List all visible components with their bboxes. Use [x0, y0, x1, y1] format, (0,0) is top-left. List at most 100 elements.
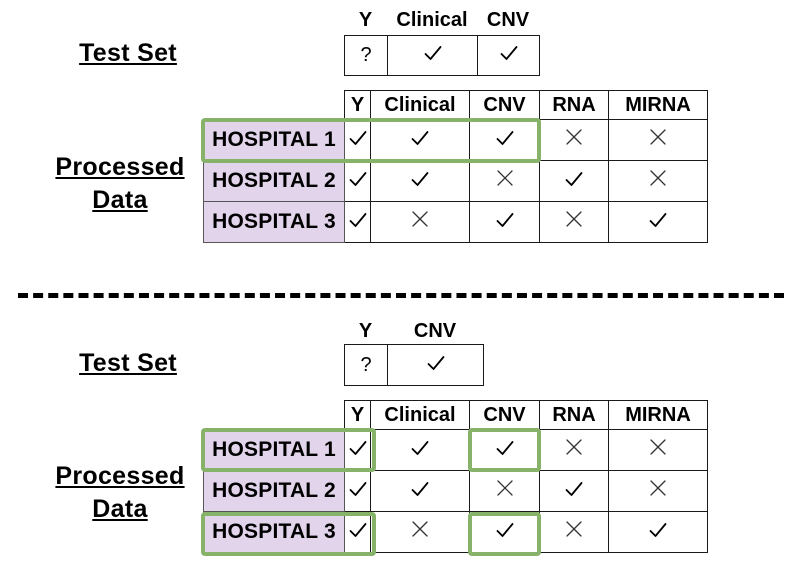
- test-set-header-y-top: Y: [358, 9, 373, 31]
- cell: [370, 201, 470, 243]
- table-row: HOSPITAL 1: [203, 119, 708, 161]
- highlight-hospital-3-cnv-bottom: [468, 512, 541, 556]
- test-set-cell: ?: [344, 35, 388, 76]
- check-icon: [424, 45, 442, 61]
- check-icon: [349, 522, 367, 538]
- blank-corner: [203, 400, 345, 430]
- col-header-clinical: Clinical: [370, 400, 470, 430]
- cell: [608, 470, 708, 512]
- test-set-header-cnv-top: CNV: [486, 9, 530, 31]
- col-header-clinical: Clinical: [370, 90, 470, 120]
- cross-icon: [496, 169, 514, 187]
- test-set-header-y-bottom: Y: [358, 320, 373, 342]
- table-row: HOSPITAL 3: [203, 511, 708, 553]
- cross-icon: [565, 128, 583, 146]
- col-header-mirna: MIRNA: [608, 90, 708, 120]
- col-header-cnv: CNV: [469, 400, 540, 430]
- cell: [370, 511, 470, 553]
- table-row: HOSPITAL 3: [203, 201, 708, 243]
- hospital-2-label: HOSPITAL 2: [203, 470, 345, 512]
- col-header-rna: RNA: [539, 90, 609, 120]
- hospital-3-label: HOSPITAL 3: [203, 511, 345, 553]
- cell: [539, 119, 609, 161]
- cross-icon: [649, 438, 667, 456]
- cell: [608, 160, 708, 202]
- highlight-hospital-1-y-bottom: [201, 428, 376, 472]
- cross-icon: [649, 169, 667, 187]
- check-icon: [427, 355, 445, 371]
- cell: [469, 201, 540, 243]
- col-header-cnv: CNV: [469, 90, 540, 120]
- cell: [608, 429, 708, 471]
- cell: [539, 201, 609, 243]
- cell: [539, 511, 609, 553]
- check-icon: [565, 481, 583, 497]
- check-icon: [349, 171, 367, 187]
- test-set-label-bottom: Test Set: [79, 349, 177, 377]
- cross-icon: [411, 210, 429, 228]
- col-header-y: Y: [344, 400, 371, 430]
- cell: [608, 201, 708, 243]
- check-icon: [411, 440, 429, 456]
- check-icon: [349, 212, 367, 228]
- hospital-1-label: HOSPITAL 1: [203, 119, 345, 161]
- cell: [370, 429, 470, 471]
- check-icon: [349, 481, 367, 497]
- check-icon: [349, 440, 367, 456]
- test-set-label-top: Test Set: [79, 39, 177, 67]
- test-set-table-bottom: ?: [344, 344, 484, 386]
- check-icon: [496, 440, 514, 456]
- cell: [370, 160, 470, 202]
- check-icon: [496, 130, 514, 146]
- check-icon: [496, 522, 514, 538]
- highlight-hospital-1-match-top: [201, 118, 541, 163]
- cell: [344, 160, 371, 202]
- check-icon: [496, 212, 514, 228]
- col-header-mirna: MIRNA: [608, 400, 708, 430]
- test-set-header-cnv-bottom: CNV: [413, 320, 457, 342]
- cross-icon: [649, 128, 667, 146]
- cell: [469, 160, 540, 202]
- check-icon: [649, 522, 667, 538]
- cell: [469, 470, 540, 512]
- cell: [344, 511, 371, 553]
- cross-icon: [411, 520, 429, 538]
- cell: [344, 470, 371, 512]
- test-set-cell: [477, 35, 540, 76]
- cell: [370, 119, 470, 161]
- cell: [539, 160, 609, 202]
- cell: [469, 511, 540, 553]
- processed-data-label-top: Processed Data: [55, 153, 185, 214]
- cross-icon: [565, 210, 583, 228]
- test-set-header-clinical-top: Clinical: [396, 9, 468, 31]
- cell: [370, 470, 470, 512]
- blank-corner: [203, 90, 345, 120]
- check-icon: [565, 171, 583, 187]
- test-set-cell: [387, 344, 484, 386]
- cell: [344, 119, 371, 161]
- cross-icon: [496, 479, 514, 497]
- processed-data-table-bottom: Y Clinical CNV RNA MIRNA HOSPITAL 1 HOSP…: [203, 400, 708, 553]
- highlight-hospital-3-y-bottom: [201, 512, 376, 556]
- test-set-cell: [387, 35, 478, 76]
- highlight-hospital-1-cnv-bottom: [468, 428, 541, 472]
- table-row: HOSPITAL 2: [203, 160, 708, 202]
- cell: [539, 429, 609, 471]
- check-icon: [411, 481, 429, 497]
- cell: [608, 511, 708, 553]
- check-icon: [349, 130, 367, 146]
- cell: [344, 429, 371, 471]
- cell: [539, 470, 609, 512]
- test-set-table-top: ?: [344, 35, 540, 76]
- check-icon: [411, 130, 429, 146]
- table-row: HOSPITAL 2: [203, 470, 708, 512]
- cross-icon: [649, 479, 667, 497]
- cross-icon: [565, 438, 583, 456]
- cross-icon: [565, 520, 583, 538]
- processed-data-table-top: Y Clinical CNV RNA MIRNA HOSPITAL 1 HOSP…: [203, 90, 708, 243]
- cell: [344, 201, 371, 243]
- hospital-3-label: HOSPITAL 3: [203, 201, 345, 243]
- test-set-cell: ?: [344, 344, 388, 386]
- check-icon: [411, 171, 429, 187]
- col-header-rna: RNA: [539, 400, 609, 430]
